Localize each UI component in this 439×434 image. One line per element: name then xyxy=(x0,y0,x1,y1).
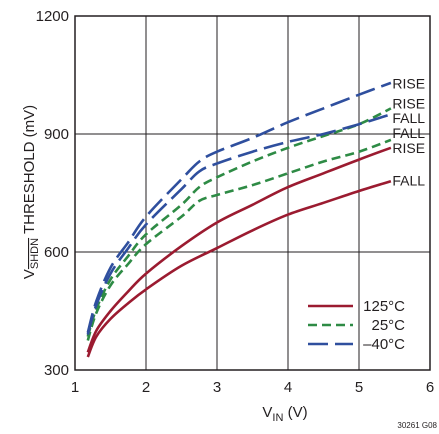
series-line xyxy=(86,113,392,335)
y-tick-label: 600 xyxy=(44,244,69,261)
series-end-label: FALL xyxy=(392,110,425,126)
footnote: 30261 G08 xyxy=(397,421,437,430)
x-tick-label: 4 xyxy=(284,379,292,396)
series-end-label: FALL xyxy=(392,172,425,188)
series-end-label: RISE xyxy=(392,76,425,92)
x-axis-title: VIN (V) xyxy=(262,404,307,424)
grid xyxy=(75,16,430,370)
legend-label: –40°C xyxy=(363,336,405,353)
y-axis-title-main: V xyxy=(21,269,38,279)
y-tick-label: 300 xyxy=(44,362,69,379)
series-line xyxy=(86,146,392,353)
x-tick-label: 1 xyxy=(71,379,79,396)
y-tick-label: 900 xyxy=(44,126,69,143)
x-axis-title-unit: (V) xyxy=(283,404,307,421)
series-end-label: FALL xyxy=(392,125,425,141)
y-axis-title-rest: THRESHOLD (mV) xyxy=(21,105,38,238)
x-tick-labels: 1 2 3 4 5 6 xyxy=(71,379,434,396)
legend: 125°C 25°C –40°C xyxy=(308,298,405,353)
legend-label: 25°C xyxy=(371,317,405,334)
x-tick-label: 2 xyxy=(142,379,150,396)
series-end-label: RISE xyxy=(392,140,425,156)
x-tick-label: 5 xyxy=(355,379,363,396)
series-lines xyxy=(86,81,392,358)
y-tick-labels: 300 600 900 1200 xyxy=(36,8,69,379)
x-tick-label: 3 xyxy=(213,379,221,396)
series-end-label: RISE xyxy=(392,95,425,111)
x-axis-title-sub: IN xyxy=(272,412,283,424)
y-tick-label: 1200 xyxy=(36,8,69,25)
series-line xyxy=(86,179,392,358)
y-axis-title-sub: SHDN xyxy=(29,238,41,269)
plot-frame xyxy=(74,15,431,371)
x-tick-label: 6 xyxy=(426,379,434,396)
series-line xyxy=(86,81,392,333)
y-axis-title: VSHDN THRESHOLD (mV) xyxy=(21,105,41,279)
legend-label: 125°C xyxy=(363,298,405,315)
x-axis-title-main: V xyxy=(262,404,272,421)
series-line xyxy=(86,138,392,341)
series-line xyxy=(86,107,392,337)
